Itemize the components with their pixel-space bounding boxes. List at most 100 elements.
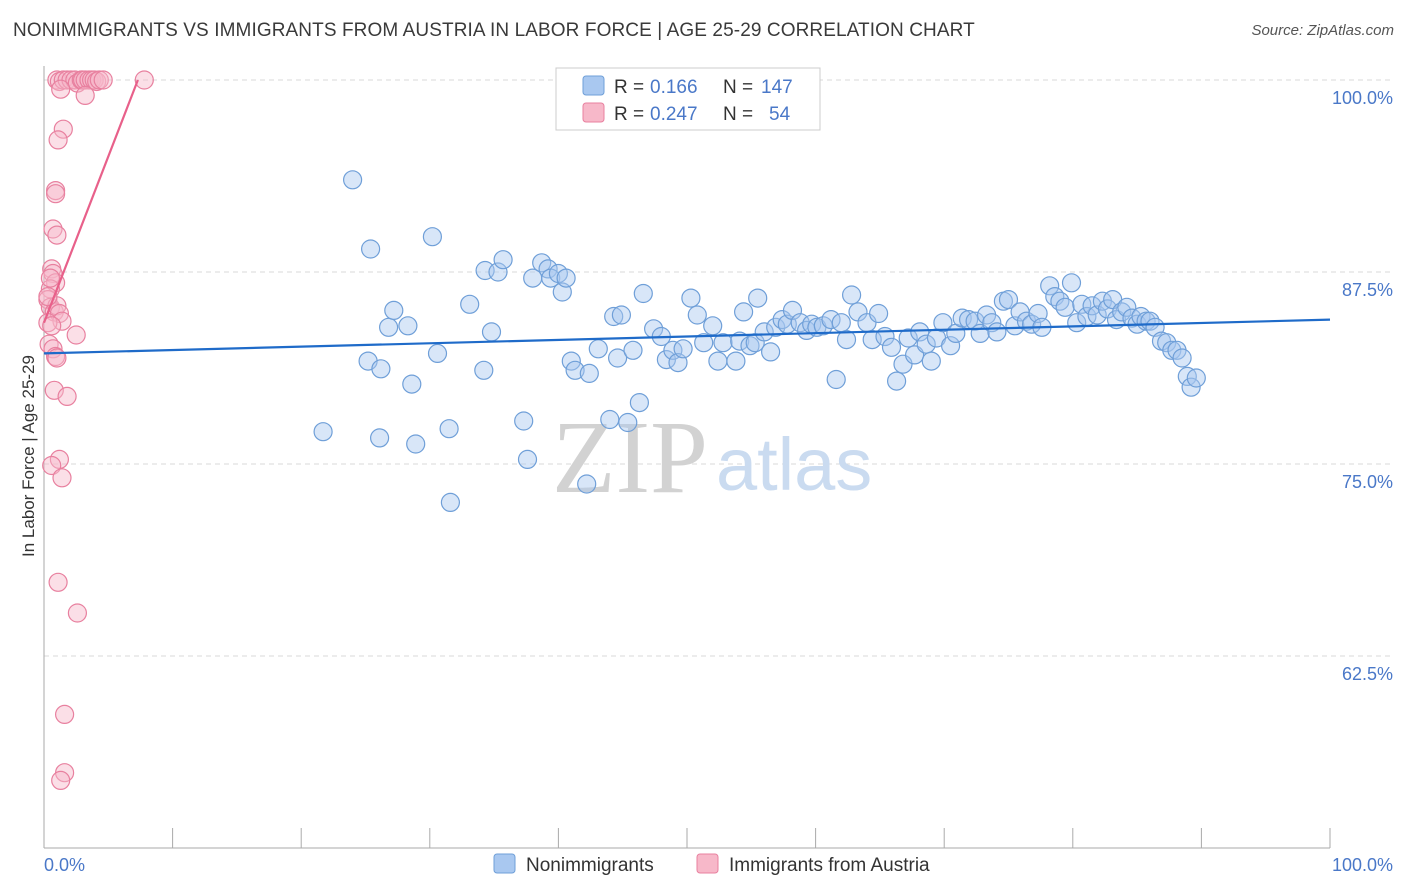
nonimmigrants-point-12 bbox=[427, 343, 448, 363]
nonimmigrants-point-96 bbox=[965, 311, 985, 331]
immigrants-austria-point-51 bbox=[51, 770, 71, 791]
nonimmigrants-point-138 bbox=[1186, 368, 1206, 388]
nonimmigrants-point-112 bbox=[1055, 297, 1075, 317]
legend-n-value-1: 147 bbox=[761, 77, 793, 98]
nonimmigrants-point-15 bbox=[460, 294, 480, 314]
nonimmigrants-point-0 bbox=[343, 170, 363, 190]
immigrants-austria-point-43 bbox=[57, 386, 77, 406]
immigrants-austria-point-19 bbox=[53, 119, 73, 139]
nonimmigrants-point-40 bbox=[623, 340, 643, 360]
nonimmigrants-point-76 bbox=[841, 285, 862, 305]
axes bbox=[43, 66, 1331, 849]
y-tick-label-2: 87.5% bbox=[1342, 280, 1393, 300]
immigrants-austria-point-16 bbox=[134, 70, 154, 90]
nonimmigrants-point-9 bbox=[402, 374, 422, 394]
immigrants-austria-point-20 bbox=[48, 130, 68, 150]
nonimmigrants-point-29 bbox=[556, 268, 576, 288]
nonimmigrants-point-63 bbox=[766, 317, 786, 337]
nonimmigrants-point-129 bbox=[1140, 311, 1160, 331]
immigrants-austria-point-34 bbox=[52, 311, 72, 331]
legend-swatch-bottom-nonimmigrants bbox=[493, 853, 516, 874]
immigrants-austria-point-47 bbox=[48, 572, 68, 592]
y-tick-label-1: 75.0% bbox=[1342, 472, 1393, 492]
chart-source: Source: ZipAtlas.com bbox=[1251, 22, 1394, 39]
nonimmigrants-point-45 bbox=[656, 350, 677, 370]
watermark-atlas: atlas bbox=[716, 423, 872, 506]
nonimmigrants-point-51 bbox=[694, 333, 714, 353]
nonimmigrants-point-113 bbox=[1061, 273, 1082, 293]
nonimmigrants-point-111 bbox=[1050, 291, 1070, 311]
nonimmigrants-point-133 bbox=[1162, 340, 1182, 360]
nonimmigrants-point-41 bbox=[629, 393, 650, 413]
nonimmigrants-point-42 bbox=[633, 283, 653, 304]
series-legend: Nonimmigrants Immigrants from Austria bbox=[493, 853, 930, 876]
nonimmigrants-point-75 bbox=[836, 330, 857, 350]
nonimmigrants-point-74 bbox=[831, 313, 851, 333]
y-axis-label: In Labor Force | Age 25-29 bbox=[19, 355, 38, 557]
series-immigrants-austria-points bbox=[38, 70, 154, 791]
legend-n-label-2: N = bbox=[723, 104, 753, 125]
nonimmigrants-point-80 bbox=[868, 303, 889, 324]
legend-label-immigrants-austria: Immigrants from Austria bbox=[729, 855, 930, 876]
nonimmigrants-point-62 bbox=[760, 342, 781, 362]
series-nonimmigrants-points bbox=[313, 170, 1206, 512]
nonimmigrants-point-18 bbox=[481, 322, 502, 342]
immigrants-austria-point-44 bbox=[49, 449, 70, 469]
legend-n-label-1: N = bbox=[723, 77, 753, 98]
immigrants-austria-point-41 bbox=[47, 348, 67, 368]
nonimmigrants-point-8 bbox=[398, 316, 418, 336]
immigrants-austria-point-22 bbox=[45, 184, 66, 204]
nonimmigrants-point-89 bbox=[921, 351, 941, 371]
nonimmigrants-point-21 bbox=[514, 411, 534, 431]
x-tick-label-max: 100.0% bbox=[1332, 855, 1393, 875]
immigrants-austria-point-36 bbox=[42, 316, 62, 336]
nonimmigrants-point-83 bbox=[886, 371, 907, 391]
nonimmigrants-point-2 bbox=[361, 239, 381, 259]
nonimmigrants-point-38 bbox=[611, 305, 632, 325]
immigrants-austria-point-49 bbox=[54, 704, 75, 725]
nonimmigrants-point-16 bbox=[474, 360, 494, 380]
immigrants-austria-point-45 bbox=[42, 455, 62, 476]
nonimmigrants-point-100 bbox=[987, 322, 1007, 342]
nonimmigrants-point-48 bbox=[673, 339, 693, 359]
immigrants-austria-point-18 bbox=[75, 85, 95, 106]
nonimmigrants-point-73 bbox=[826, 369, 846, 390]
nonimmigrants-point-46 bbox=[663, 340, 683, 360]
immigrants-austria-point-24 bbox=[47, 225, 67, 245]
trend-line-immigrants-austria bbox=[42, 79, 139, 324]
nonimmigrants-point-52 bbox=[703, 316, 723, 336]
legend-r-value-1: 0.166 bbox=[650, 77, 698, 98]
nonimmigrants-point-50 bbox=[687, 305, 707, 325]
nonimmigrants-point-117 bbox=[1082, 296, 1102, 316]
nonimmigrants-point-92 bbox=[940, 336, 961, 356]
legend-swatch-nonimmigrants bbox=[582, 75, 605, 96]
y-tick-label-0: 62.5% bbox=[1342, 664, 1393, 684]
legend-swatch-bottom-immigrants-austria bbox=[696, 853, 719, 874]
trend-line-nonimmigrants bbox=[43, 318, 1331, 355]
nonimmigrants-point-37 bbox=[607, 348, 628, 368]
nonimmigrants-point-34 bbox=[588, 339, 608, 359]
nonimmigrants-point-10 bbox=[406, 434, 426, 454]
nonimmigrants-point-4 bbox=[379, 317, 399, 337]
legend-r-label-2: R = bbox=[614, 104, 644, 125]
nonimmigrants-point-31 bbox=[565, 360, 585, 380]
legend-label-nonimmigrants: Nonimmigrants bbox=[526, 855, 654, 876]
nonimmigrants-point-13 bbox=[439, 419, 459, 439]
nonimmigrants-point-14 bbox=[440, 492, 460, 512]
nonimmigrants-point-82 bbox=[881, 337, 902, 357]
nonimmigrants-point-54 bbox=[713, 333, 733, 353]
immigrants-austria-point-48 bbox=[67, 603, 88, 623]
immigrants-austria-point-37 bbox=[66, 325, 86, 345]
nonimmigrants-point-85 bbox=[898, 328, 918, 348]
legend-r-label-1: R = bbox=[614, 77, 644, 98]
x-tick-label-min: 0.0% bbox=[44, 855, 85, 875]
immigrants-austria-point-53 bbox=[40, 268, 61, 288]
nonimmigrants-point-3 bbox=[371, 359, 391, 379]
nonimmigrants-point-58 bbox=[740, 336, 760, 356]
nonimmigrants-point-33 bbox=[579, 363, 599, 383]
nonimmigrants-point-20 bbox=[493, 250, 513, 270]
immigrants-austria-point-15 bbox=[93, 70, 113, 90]
legend-n-value-2: 54 bbox=[769, 104, 791, 125]
x-tick-labels: 0.0% 100.0% bbox=[44, 855, 1393, 875]
nonimmigrants-point-5 bbox=[384, 300, 404, 320]
